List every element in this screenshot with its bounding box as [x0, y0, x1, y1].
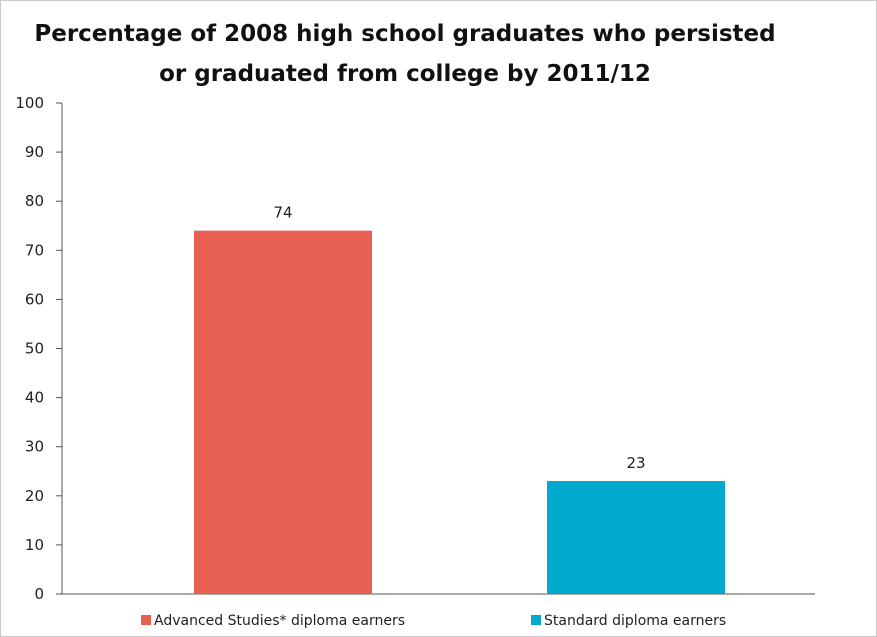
y-tick-label: 90	[25, 143, 44, 161]
bar	[194, 230, 372, 594]
y-tick-label: 30	[25, 438, 44, 456]
y-tick-label: 40	[25, 389, 44, 407]
y-tick-label: 50	[25, 340, 44, 358]
bar	[547, 481, 725, 594]
legend-label: Advanced Studies* diploma earners	[154, 613, 405, 629]
data-label: 74	[273, 204, 292, 222]
data-label: 23	[626, 454, 645, 472]
y-tick-label: 60	[25, 290, 44, 308]
y-tick-label: 10	[25, 536, 44, 554]
legend-swatch	[531, 615, 541, 625]
y-tick-label: 0	[34, 585, 44, 603]
y-tick-label: 20	[25, 487, 44, 505]
y-tick-label: 100	[15, 94, 44, 112]
y-tick-label: 80	[25, 192, 44, 210]
axes: 0 10 20 30 40 50 60 70 80 90 100	[15, 94, 815, 603]
legend-label: Standard diploma earners	[544, 613, 726, 629]
legend: Advanced Studies* diploma earners Standar…	[141, 613, 726, 629]
bars: 74 23	[194, 204, 725, 594]
legend-swatch	[141, 615, 151, 625]
chart-title: Percentage of 2008 high school graduates…	[34, 21, 776, 87]
y-tick-label: 70	[25, 241, 44, 259]
